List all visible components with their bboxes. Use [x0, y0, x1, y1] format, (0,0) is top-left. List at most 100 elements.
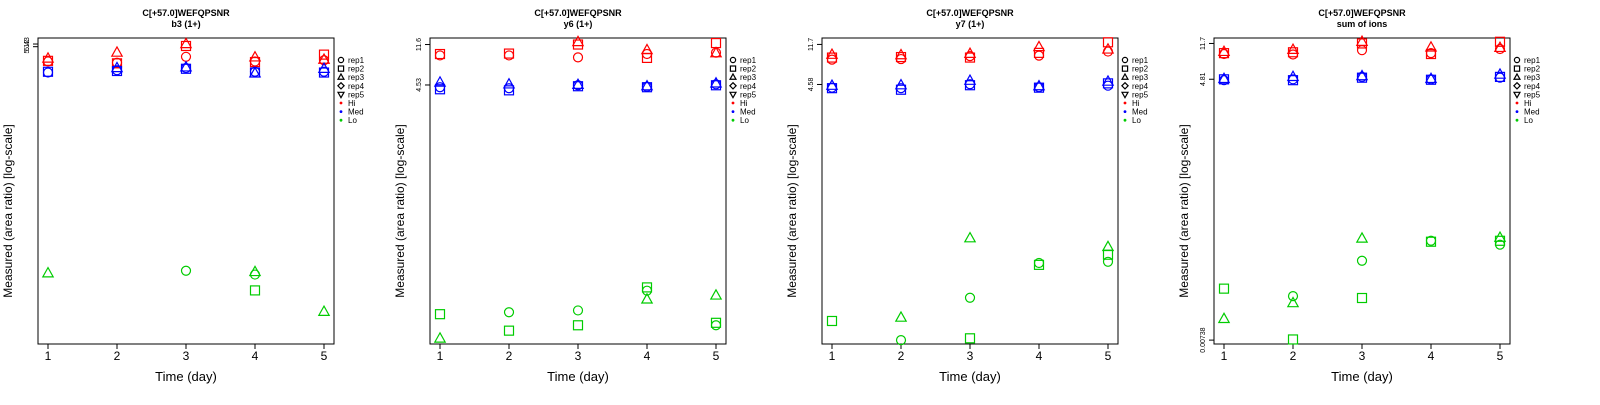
data-point	[571, 77, 585, 89]
x-tick-label: 4	[1428, 349, 1435, 363]
x-tick-label: 1	[45, 349, 52, 363]
data-point	[1356, 45, 1368, 56]
data-point	[41, 51, 55, 63]
legend-label: rep4	[348, 82, 365, 91]
data-point	[1217, 72, 1231, 84]
legend-label: rep2	[1132, 65, 1149, 74]
legend-label: Lo	[348, 116, 357, 125]
chart-title: C[+57.0]WEFQPSNR	[534, 8, 622, 18]
x-axis-label: Time (day)	[939, 369, 1001, 384]
data-point	[709, 76, 723, 88]
y-tick-label: 4.81	[1200, 72, 1207, 86]
legend-label: rep3	[1132, 73, 1149, 82]
x-axis-label: Time (day)	[547, 369, 609, 384]
chart-subtitle: b3 (1+)	[171, 19, 200, 29]
plot-frame	[429, 37, 727, 345]
y-tick-label: 4.53	[416, 78, 423, 92]
data-point	[1493, 230, 1507, 242]
data-point	[42, 66, 54, 77]
data-point	[179, 37, 193, 49]
data-point	[1287, 334, 1299, 345]
data-point	[1355, 34, 1369, 46]
data-point	[1101, 74, 1115, 86]
data-point	[1424, 40, 1438, 52]
legend-triangle-down-icon	[1512, 91, 1522, 99]
y-tick-label: 11.7	[808, 38, 815, 51]
legend-label: rep1	[348, 56, 365, 65]
data-point	[1102, 256, 1114, 267]
data-points	[825, 37, 1115, 346]
legend-label: Lo	[740, 116, 749, 125]
legend-label: rep3	[740, 73, 757, 82]
legend-label: Lo	[1132, 116, 1141, 125]
data-point	[1033, 259, 1045, 270]
data-point	[180, 51, 192, 62]
y-axis-label: Measured (area ratio) [log-scale]	[393, 124, 407, 297]
legend-label: rep4	[740, 82, 757, 91]
legend-label: rep2	[348, 65, 365, 74]
data-point	[963, 73, 977, 85]
data-point	[826, 315, 838, 327]
legend-label: Med	[1524, 108, 1540, 117]
data-point	[1218, 283, 1230, 294]
data-point	[963, 46, 977, 58]
data-point	[1493, 40, 1507, 53]
data-point	[1286, 70, 1300, 82]
data-point	[179, 60, 193, 72]
data-point	[433, 331, 447, 343]
data-point	[1494, 36, 1506, 47]
y-tick-label: 5.43	[24, 37, 31, 51]
legend-triangle-icon	[728, 72, 738, 80]
legend-label: rep5	[348, 90, 365, 99]
data-point	[318, 55, 330, 66]
legend-circle-icon	[1513, 56, 1521, 64]
x-tick-label: 1	[829, 349, 836, 363]
y-axis-label: Measured (area ratio) [log-scale]	[1, 124, 15, 297]
data-point	[1287, 291, 1299, 302]
x-tick-label: 4	[252, 349, 259, 363]
legend-label: rep1	[1132, 56, 1149, 65]
data-point	[826, 54, 838, 65]
data-point	[317, 61, 331, 73]
data-point	[710, 317, 722, 328]
data-point	[1356, 255, 1368, 266]
data-point	[180, 265, 192, 276]
plot-frame	[1213, 37, 1511, 345]
data-point	[503, 85, 515, 96]
data-point	[1217, 44, 1231, 57]
legend-triangle-down-icon	[728, 91, 738, 99]
data-point	[1286, 42, 1300, 54]
x-tick-label: 2	[506, 349, 513, 363]
legend-label: Lo	[1524, 116, 1533, 125]
data-point	[1494, 43, 1506, 55]
x-tick-label: 4	[1036, 349, 1043, 363]
data-point	[1287, 49, 1299, 60]
x-tick-label: 3	[183, 349, 190, 363]
legend-triangle-icon	[1120, 72, 1130, 80]
data-point	[641, 282, 653, 293]
chart-subtitle: y7 (1+)	[956, 19, 985, 29]
chart-title: C[+57.0]WEFQPSNR	[926, 8, 1014, 18]
data-point	[434, 82, 446, 93]
data-point	[572, 52, 584, 63]
x-tick-label: 4	[644, 349, 651, 363]
data-point	[318, 49, 330, 60]
legend-dot-icon	[1123, 118, 1127, 122]
data-point	[1424, 72, 1438, 84]
data-point	[1355, 69, 1369, 81]
legend-dot-icon	[1515, 101, 1519, 105]
data-point	[894, 310, 908, 322]
legend-label: rep5	[1524, 90, 1541, 99]
plot-frame	[37, 37, 335, 345]
data-point	[1425, 74, 1437, 85]
chart-title: C[+57.0]WEFQPSNR	[142, 8, 230, 18]
legend-label: Hi	[348, 99, 356, 108]
x-tick-label: 5	[1105, 349, 1112, 363]
legend-label: Hi	[1132, 99, 1140, 108]
data-point	[503, 325, 515, 336]
data-point	[964, 292, 976, 303]
data-point	[710, 37, 722, 49]
